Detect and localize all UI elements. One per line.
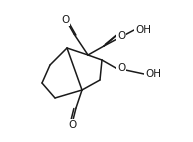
Text: O: O: [117, 31, 125, 41]
Text: OH: OH: [145, 69, 161, 79]
Text: OH: OH: [135, 25, 151, 35]
Text: O: O: [61, 15, 69, 25]
Text: O: O: [68, 120, 76, 130]
Text: O: O: [117, 63, 125, 73]
